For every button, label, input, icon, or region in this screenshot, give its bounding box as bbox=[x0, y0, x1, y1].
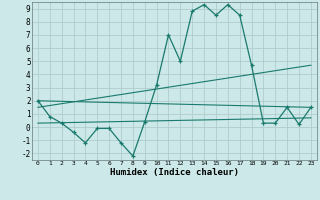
X-axis label: Humidex (Indice chaleur): Humidex (Indice chaleur) bbox=[110, 168, 239, 177]
